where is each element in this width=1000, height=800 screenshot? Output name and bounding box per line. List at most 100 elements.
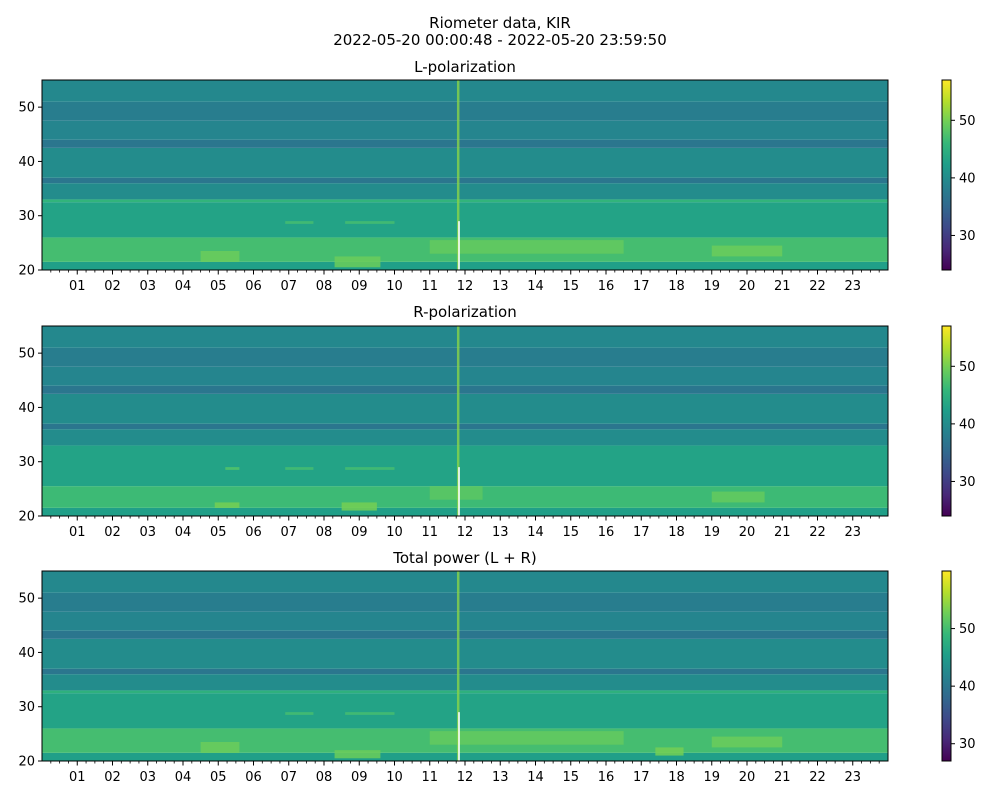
x-tick-label: 07	[280, 525, 297, 540]
heatmap-band	[42, 571, 888, 593]
heatmap-area	[42, 326, 888, 516]
y-tick-label: 20	[18, 264, 35, 279]
x-tick-label: 20	[739, 770, 756, 785]
x-tick-label: 01	[69, 770, 86, 785]
colorbar: 30 40 50	[941, 325, 976, 517]
x-tick-label: 05	[210, 279, 227, 294]
x-tick-label: 10	[386, 525, 403, 540]
heatmap-enhancement	[345, 221, 395, 224]
x-tick-label: 19	[703, 525, 720, 540]
colorbar-gradient	[942, 571, 951, 761]
colorbar-tick-label: 30	[959, 475, 976, 490]
x-tick-label: 04	[175, 770, 192, 785]
x-tick-label: 10	[386, 770, 403, 785]
figure-title-line1: Riometer data, KIR	[429, 14, 571, 32]
colorbar: 30 40 50	[941, 79, 976, 271]
heatmap-band	[42, 693, 888, 729]
x-tick-label: 02	[104, 770, 121, 785]
colorbar-gradient	[942, 326, 951, 516]
heatmap-band	[42, 366, 888, 386]
heatmap-enhancement	[214, 502, 240, 508]
x-tick-label: 05	[210, 770, 227, 785]
heatmap-band	[42, 261, 888, 270]
heatmap-enhancement	[711, 491, 765, 503]
heatmap-enhancement	[225, 467, 240, 470]
heatmap-band	[42, 630, 888, 639]
x-tick-label: 17	[633, 770, 650, 785]
panel-title: L-polarization	[414, 58, 516, 76]
heatmap-band	[42, 445, 888, 487]
x-tick-label: 23	[844, 770, 861, 785]
heatmap-band	[42, 202, 888, 238]
heatmap-enhancement	[345, 712, 395, 715]
x-tick-label: 09	[351, 770, 368, 785]
x-tick-label: 07	[280, 770, 297, 785]
panel-title: R-polarization	[413, 303, 516, 321]
x-tick-label: 08	[316, 770, 333, 785]
x-tick-label: 15	[562, 525, 579, 540]
x-tick-label: 06	[245, 279, 262, 294]
heatmap-enhancement	[200, 251, 240, 262]
x-tick-label: 09	[351, 525, 368, 540]
x-tick-label: 14	[527, 279, 544, 294]
x-tick-label: 08	[316, 525, 333, 540]
x-tick-label: 11	[421, 770, 438, 785]
colorbar-tick-label: 30	[959, 229, 976, 244]
heatmap-band	[42, 429, 888, 446]
x-tick-label: 20	[739, 525, 756, 540]
heatmap-band	[42, 385, 888, 394]
x-tick-label: 21	[774, 525, 791, 540]
x-tick-label: 08	[316, 279, 333, 294]
heatmap-band	[42, 147, 888, 178]
heatmap-enhancement	[285, 712, 314, 715]
x-tick-label: 12	[457, 279, 474, 294]
x-tick-label: 10	[386, 279, 403, 294]
heatmap-band	[42, 393, 888, 424]
heatmap-enhancement	[345, 467, 395, 470]
x-tick-label: 14	[527, 770, 544, 785]
x-tick-label: 17	[633, 279, 650, 294]
interference-spike	[456, 326, 460, 516]
heatmap-band	[42, 674, 888, 691]
heatmap-band	[42, 752, 888, 761]
y-tick-label: 40	[18, 401, 35, 416]
colorbar-frame	[941, 325, 952, 517]
x-tick-label: 02	[104, 279, 121, 294]
heatmap-enhancement	[285, 221, 314, 224]
x-tick-label: 09	[351, 279, 368, 294]
heatmap-enhancement	[655, 747, 684, 756]
heatmap-band	[42, 668, 888, 675]
heatmap-band	[42, 183, 888, 200]
heatmap-band	[42, 199, 888, 203]
x-tick-label: 07	[280, 279, 297, 294]
heatmap-band	[42, 638, 888, 669]
x-tick-label: 17	[633, 525, 650, 540]
heatmap-enhancement	[711, 245, 783, 257]
x-tick-label: 18	[668, 525, 685, 540]
colorbar-tick-label: 50	[959, 622, 976, 637]
x-tick-label: 01	[69, 525, 86, 540]
heatmap-band	[42, 347, 888, 367]
x-tick-label: 11	[421, 279, 438, 294]
colorbar-tick-label: 40	[959, 171, 976, 186]
x-tick-label: 04	[175, 279, 192, 294]
x-tick-label: 16	[598, 279, 615, 294]
y-tick-label: 20	[18, 510, 35, 525]
colorbar-tick-label: 50	[959, 360, 976, 375]
x-tick-label: 04	[175, 525, 192, 540]
heatmap-band	[42, 326, 888, 348]
panel-l-polarization: L-polarization 20 30 40 50 01 02 03 04 05 06 07 08 0…	[18, 58, 975, 294]
heatmap-band	[42, 611, 888, 631]
heatmap-enhancement	[429, 731, 624, 745]
heatmap-band	[42, 592, 888, 612]
x-tick-label: 06	[245, 525, 262, 540]
y-tick-label: 40	[18, 646, 35, 661]
y-tick-label: 30	[18, 700, 35, 715]
y-tick-label: 20	[18, 755, 35, 770]
x-tick-label: 21	[774, 279, 791, 294]
heatmap-enhancement	[429, 486, 483, 500]
x-tick-label: 15	[562, 770, 579, 785]
x-tick-label: 03	[139, 770, 156, 785]
heatmap-band	[42, 80, 888, 102]
